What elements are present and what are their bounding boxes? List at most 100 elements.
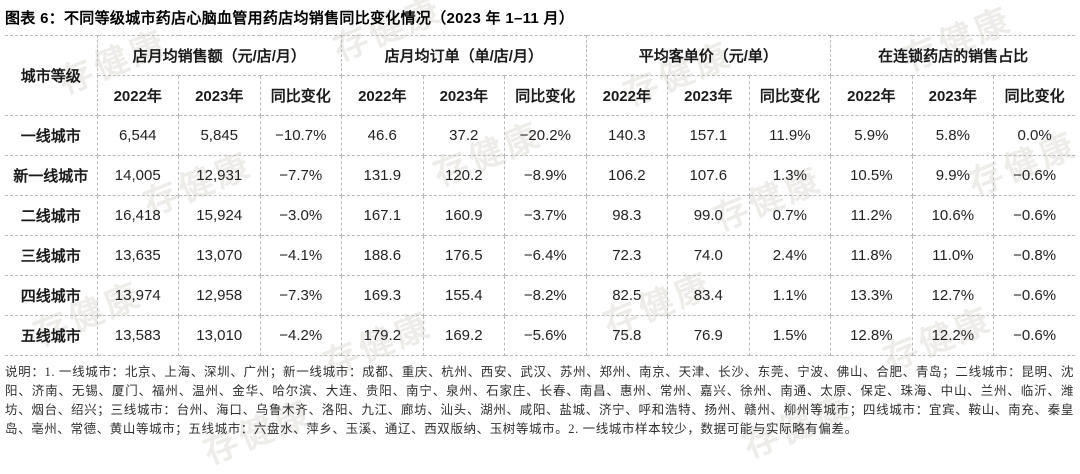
table-row: 新一线城市 14,005 12,931 −7.7% 131.9 120.2 −8.9% 106… bbox=[5, 155, 1076, 196]
cell-value: 188.6 bbox=[341, 235, 424, 276]
city-tier-label: 二线城市 bbox=[5, 195, 98, 236]
figure-title: 图表 6：不同等级城市药店心脑血管用药店均销售同比变化情况（2023 年 1–1… bbox=[5, 10, 575, 27]
cell-value: 15,924 bbox=[178, 195, 261, 236]
sub-header: 2022年 bbox=[97, 75, 179, 116]
sub-header: 2023年 bbox=[422, 75, 506, 116]
cell-value: 13,583 bbox=[96, 315, 179, 356]
cell-value: −0.6% bbox=[993, 315, 1076, 356]
cell-value: 11.9% bbox=[748, 115, 832, 156]
sub-header: 2022年 bbox=[585, 75, 669, 116]
cell-value: 10.6% bbox=[911, 195, 995, 236]
cell-value: 16,418 bbox=[96, 195, 179, 236]
cell-value: 76.9 bbox=[667, 315, 750, 356]
cell-value: 13,070 bbox=[178, 235, 261, 276]
city-tier-label: 四线城市 bbox=[5, 275, 98, 316]
cell-value: 13,974 bbox=[96, 275, 179, 316]
column-group-header: 在连锁药店的销售占比 bbox=[830, 35, 1076, 76]
cell-value: 72.3 bbox=[585, 235, 669, 276]
cell-value: 13,635 bbox=[96, 235, 179, 276]
header-group-row: 城市等级 店月均销售额（元/店/月） 店月均订单（单/店/月） 平均客单价（元/单）… bbox=[5, 35, 1076, 116]
cell-value: 179.2 bbox=[341, 315, 424, 356]
cell-value: −3.7% bbox=[504, 195, 587, 236]
table-row: 二线城市 16,418 15,924 −3.0% 167.1 160.9 −3.7% 98.3… bbox=[5, 195, 1076, 236]
table-row: 四线城市 13,974 12,958 −7.3% 169.3 155.4 −8.2% 82.5… bbox=[5, 275, 1076, 316]
cell-value: 1.3% bbox=[748, 155, 832, 196]
cell-value: 37.2 bbox=[422, 115, 506, 156]
cell-value: 12.8% bbox=[830, 315, 913, 356]
cell-value: −0.8% bbox=[993, 235, 1076, 276]
cell-value: −4.2% bbox=[259, 315, 343, 356]
sub-header: 同比变化 bbox=[259, 75, 343, 116]
cell-value: 74.0 bbox=[667, 235, 750, 276]
cell-value: 12,931 bbox=[178, 155, 261, 196]
sub-header: 2023年 bbox=[911, 75, 995, 116]
corner-header: 城市等级 bbox=[5, 35, 98, 116]
cell-value: 10.5% bbox=[830, 155, 913, 196]
cell-value: 12.2% bbox=[911, 315, 995, 356]
cell-value: 169.3 bbox=[341, 275, 424, 316]
footnote: 说明：1. 一线城市：北京、上海、深圳、广州；新一线城市：成都、重庆、杭州、西安… bbox=[5, 365, 1074, 436]
cell-value: 5.8% bbox=[911, 115, 995, 156]
cell-value: 140.3 bbox=[585, 115, 669, 156]
column-group-header: 店月均销售额（元/店/月） bbox=[96, 35, 343, 76]
cell-value: 107.6 bbox=[667, 155, 750, 196]
cell-value: 160.9 bbox=[422, 195, 506, 236]
table-row: 一线城市 6,544 5,845 −10.7% 46.6 37.2 −20.2% 140.3 1… bbox=[5, 115, 1076, 156]
cell-value: −8.9% bbox=[504, 155, 587, 196]
cell-value: 46.6 bbox=[341, 115, 424, 156]
cell-value: −5.6% bbox=[504, 315, 587, 356]
cell-value: 98.3 bbox=[585, 195, 669, 236]
cell-value: 75.8 bbox=[585, 315, 669, 356]
cell-value: 157.1 bbox=[667, 115, 750, 156]
cell-value: 11.0% bbox=[911, 235, 995, 276]
data-table: 城市等级 店月均销售额（元/店/月） 店月均订单（单/店/月） 平均客单价（元/单）… bbox=[5, 35, 1076, 356]
cell-value: 0.0% bbox=[993, 115, 1076, 156]
cell-value: 1.5% bbox=[748, 315, 832, 356]
cell-value: 11.8% bbox=[830, 235, 913, 276]
sub-header-row: 2022年 2023年 同比变化 2022年 2023年 同比变化 2022年 2023年 同比… bbox=[5, 75, 1076, 116]
cell-value: 82.5 bbox=[585, 275, 669, 316]
cell-value: −20.2% bbox=[504, 115, 587, 156]
cell-value: 6,544 bbox=[96, 115, 179, 156]
cell-value: −8.2% bbox=[504, 275, 587, 316]
column-group-header: 平均客单价（元/单） bbox=[585, 35, 832, 76]
table-row: 五线城市 13,583 13,010 −4.2% 179.2 169.2 −5.6% 75.8… bbox=[5, 315, 1076, 356]
cell-value: −3.0% bbox=[259, 195, 343, 236]
cell-value: 5,845 bbox=[178, 115, 261, 156]
cell-value: 9.9% bbox=[911, 155, 995, 196]
cell-value: 0.7% bbox=[748, 195, 832, 236]
sub-header: 2023年 bbox=[178, 75, 261, 116]
cell-value: −0.6% bbox=[993, 195, 1076, 236]
cell-value: 13,010 bbox=[178, 315, 261, 356]
cell-value: −6.4% bbox=[504, 235, 587, 276]
cell-value: 2.4% bbox=[748, 235, 832, 276]
cell-value: −0.6% bbox=[993, 155, 1076, 196]
cell-value: −4.1% bbox=[259, 235, 343, 276]
cell-value: −7.3% bbox=[259, 275, 343, 316]
cell-value: 106.2 bbox=[585, 155, 669, 196]
city-tier-label: 三线城市 bbox=[5, 235, 98, 276]
cell-value: 12,958 bbox=[178, 275, 261, 316]
city-tier-label: 五线城市 bbox=[5, 315, 98, 356]
table-body: 一线城市 6,544 5,845 −10.7% 46.6 37.2 −20.2% 140.3 1… bbox=[5, 115, 1076, 356]
sub-header: 同比变化 bbox=[993, 75, 1076, 116]
sub-header: 同比变化 bbox=[504, 75, 587, 116]
cell-value: 176.5 bbox=[422, 235, 506, 276]
cell-value: 131.9 bbox=[341, 155, 424, 196]
column-group-header: 店月均订单（单/店/月） bbox=[341, 35, 587, 76]
city-tier-label: 新一线城市 bbox=[5, 155, 98, 196]
cell-value: 169.2 bbox=[422, 315, 506, 356]
cell-value: 83.4 bbox=[667, 275, 750, 316]
cell-value: −7.7% bbox=[259, 155, 343, 196]
sub-header: 2022年 bbox=[341, 75, 424, 116]
sub-header: 2023年 bbox=[667, 75, 750, 116]
cell-value: 1.1% bbox=[748, 275, 832, 316]
table-row: 三线城市 13,635 13,070 −4.1% 188.6 176.5 −6.4% 72.3… bbox=[5, 235, 1076, 276]
cell-value: 13.3% bbox=[830, 275, 913, 316]
cell-value: 120.2 bbox=[422, 155, 506, 196]
cell-value: 5.9% bbox=[830, 115, 913, 156]
city-tier-label: 一线城市 bbox=[5, 115, 98, 156]
sub-header: 2022年 bbox=[830, 75, 913, 116]
cell-value: 12.7% bbox=[911, 275, 995, 316]
cell-value: 167.1 bbox=[341, 195, 424, 236]
